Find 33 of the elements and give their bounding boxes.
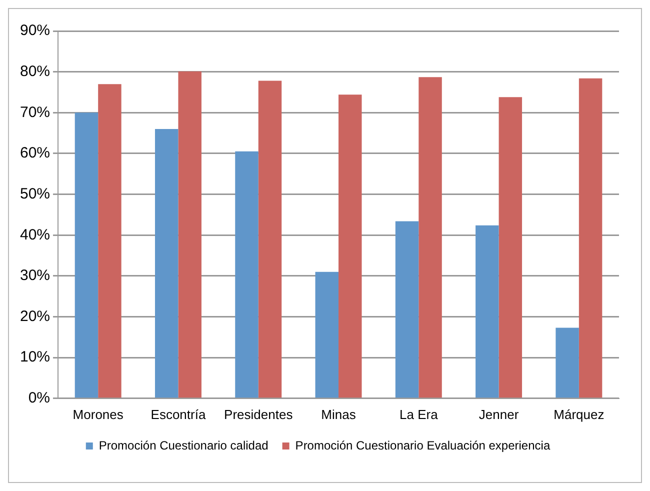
x-tick-label: La Era [399,406,439,422]
y-tick-label: 60% [20,144,50,162]
bar [258,80,282,398]
bar [556,328,579,398]
y-tick-label: 90% [20,22,50,40]
x-tick-label: Escontría [150,406,206,422]
bar [315,272,339,398]
x-tick-label: Jenner [478,406,520,422]
bar [476,225,499,398]
x-tick-label: Márquez [554,406,604,422]
legend-label: Promoción Cuestionario Evaluación experiencia [295,438,550,452]
y-tick-label: 70% [20,104,50,121]
bar [578,78,602,398]
y-tick-label: 10% [20,348,50,366]
bar [98,84,122,398]
y-tick-label: 50% [20,185,50,202]
bar [154,128,178,398]
legend-label: Promoción Cuestionario calidad [98,438,268,452]
x-tick-label: Minas [321,406,356,422]
bar [418,77,442,398]
bar [74,112,98,398]
bar [235,151,258,398]
y-tick-label: 40% [20,226,50,244]
bar [395,221,419,398]
y-tick-label: 0% [28,390,50,407]
x-tick-label: Presidentes [224,406,294,422]
x-tick-label: Morones [72,406,124,422]
y-tick-label: 80% [20,62,50,80]
y-tick-label: 20% [20,308,50,325]
y-tick-label: 30% [20,267,50,284]
bar [338,94,362,398]
bar [498,97,522,398]
bar [178,71,202,398]
